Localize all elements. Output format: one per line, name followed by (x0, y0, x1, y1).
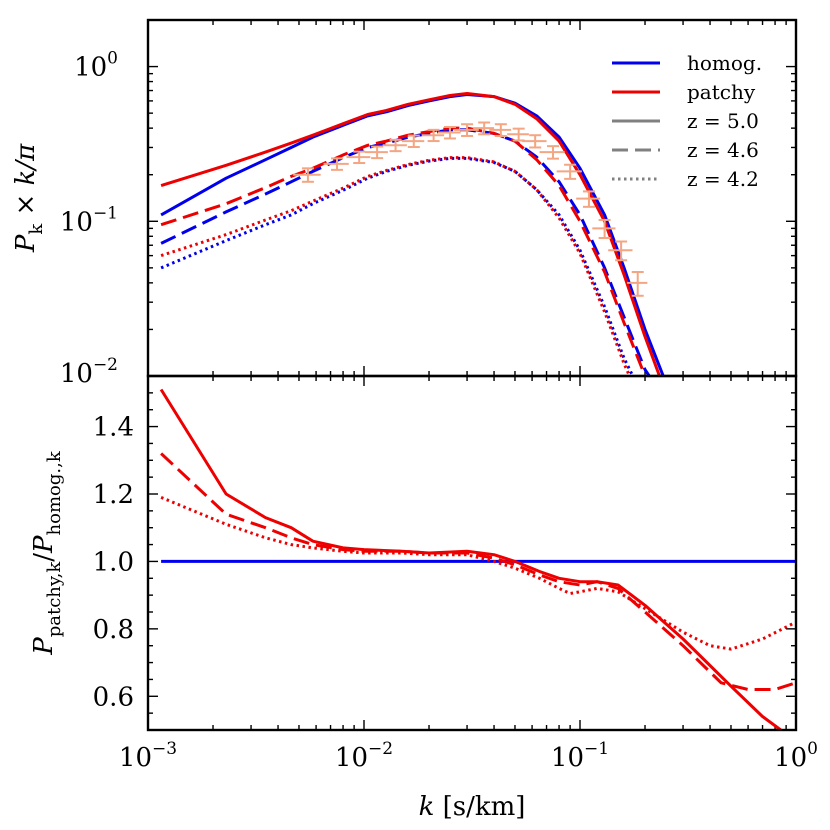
top-series (160, 92, 665, 376)
error-bar (489, 123, 512, 137)
error-bar (323, 157, 349, 171)
error-bar (293, 167, 321, 183)
legend-entry: z = 5.0 (612, 109, 759, 133)
legend-label: z = 4.2 (687, 167, 759, 191)
error-bar (346, 150, 371, 165)
ratio-line-1 (159, 388, 782, 730)
legend-label: homog. (687, 51, 762, 75)
error-bar (576, 190, 601, 208)
y-tick-label: 1.2 (93, 480, 134, 510)
series-line-1 (160, 92, 662, 376)
error-bar (626, 271, 648, 297)
bottom-frame (146, 374, 798, 732)
legend-entry: homog. (612, 51, 762, 75)
error-bar (382, 138, 407, 153)
y-tick-label: 0.8 (93, 615, 134, 645)
x-tick-label: 10−1 (551, 739, 609, 773)
axis-labels: Pk × k/π Ppatchy,k/Phomog.,k k [s/km] (11, 143, 525, 822)
x-tick-label: 10−3 (119, 739, 177, 773)
legend-label: z = 5.0 (687, 109, 759, 133)
x-tick-label: 100 (774, 739, 818, 773)
legend-entry: z = 4.2 (612, 167, 759, 191)
bottom-series (159, 388, 796, 730)
error-bar (402, 134, 425, 149)
legend-entry: patchy (612, 80, 756, 104)
error-bar (421, 128, 445, 143)
bottom-y-axis-label: Ppatchy,k/Phomog.,k (29, 450, 65, 656)
top-panel: 100 10−1 10−2 homog. patchy z = 5.0 z = 4.6 z =… (60, 18, 798, 389)
bottom-panel: 0.6 0.8 1.0 1.2 1.4 10−3 10−2 10−1 100 (93, 374, 818, 773)
error-bar (608, 240, 633, 262)
series-line-4 (160, 156, 635, 376)
error-bar (539, 145, 565, 160)
ratio-line-3 (160, 496, 796, 651)
error-bar (592, 218, 616, 239)
y-tick-label: 10−2 (60, 355, 118, 389)
legend-entry: z = 4.6 (612, 138, 759, 162)
legend-label: patchy (687, 80, 756, 104)
y-tick-label: 100 (74, 49, 118, 83)
x-tick-label: 10−2 (335, 739, 393, 773)
error-bar (473, 121, 495, 136)
y-tick-label: 0.6 (93, 682, 134, 712)
error-bar (453, 123, 479, 137)
legend: homog. patchy z = 5.0 z = 4.6 z = 4.2 (612, 51, 762, 191)
top-y-axis-label: Pk × k/π (11, 143, 47, 253)
error-bar (522, 134, 547, 149)
error-bar (556, 163, 582, 180)
error-bar (437, 125, 461, 140)
legend-label: z = 4.6 (687, 138, 759, 162)
ratio-line-2 (160, 452, 796, 691)
y-tick-label: 1.4 (93, 413, 134, 443)
y-tick-label: 10−1 (60, 203, 118, 237)
y-tick-label: 1.0 (93, 547, 134, 577)
x-axis-label: k [s/km] (419, 792, 526, 822)
series-line-5 (160, 156, 632, 376)
error-bar (364, 145, 388, 160)
